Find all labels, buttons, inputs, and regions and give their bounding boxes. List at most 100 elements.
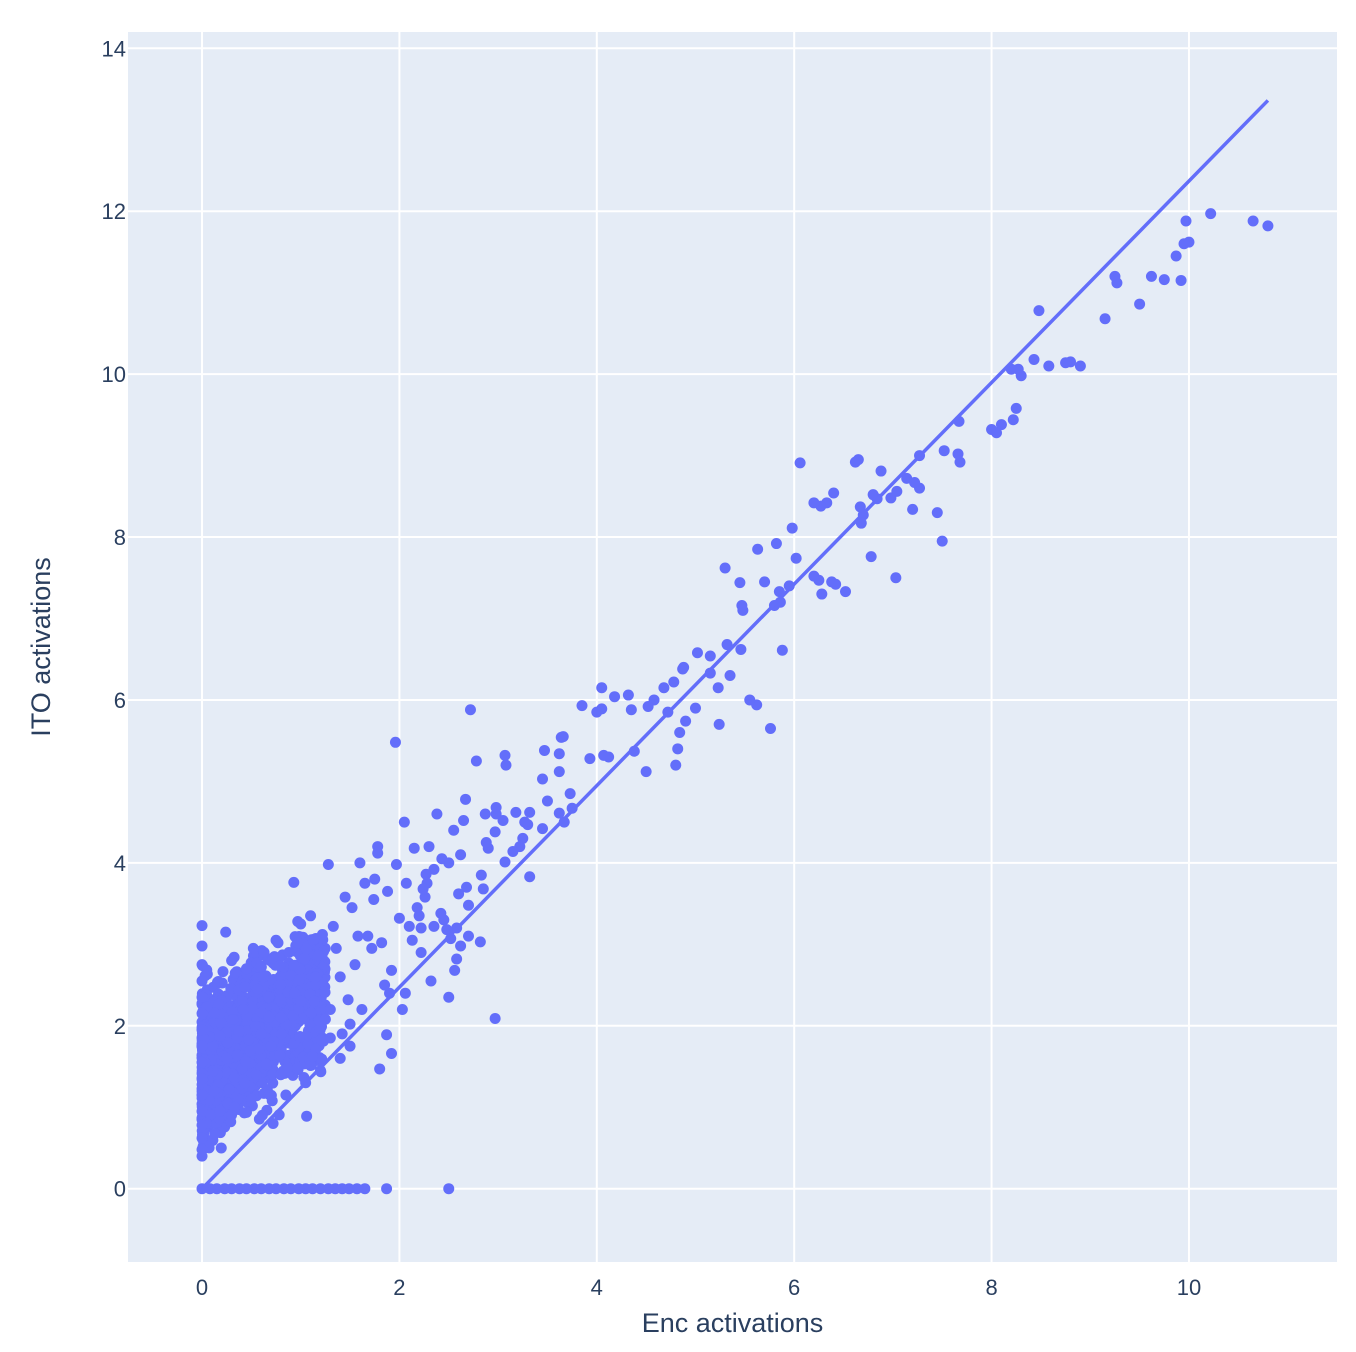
data-point (244, 1045, 256, 1057)
data-point (275, 1012, 287, 1024)
data-point (1010, 402, 1022, 414)
data-markers (196, 208, 1274, 1195)
data-point (253, 1043, 265, 1055)
data-point (500, 759, 512, 771)
data-point (642, 700, 654, 712)
data-point (455, 940, 467, 952)
data-point (719, 562, 731, 574)
data-point (952, 448, 964, 460)
data-point (220, 926, 232, 938)
data-point (208, 1007, 220, 1019)
data-point (609, 691, 621, 703)
data-point (499, 856, 511, 868)
data-point (295, 995, 307, 1007)
data-point (252, 983, 264, 995)
data-point (677, 663, 689, 675)
data-point (393, 912, 405, 924)
data-point (449, 964, 461, 976)
data-point (524, 871, 536, 883)
data-point (640, 766, 652, 778)
data-point (576, 700, 588, 712)
data-point (275, 994, 287, 1006)
data-point (423, 841, 435, 853)
data-point (344, 1040, 356, 1052)
data-point (408, 842, 420, 854)
data-point (764, 722, 776, 734)
data-point (1262, 220, 1274, 232)
data-point (305, 910, 317, 922)
data-point (735, 643, 747, 655)
data-point (1074, 360, 1086, 372)
data-point (443, 991, 455, 1003)
data-point (196, 940, 208, 952)
data-point (479, 808, 491, 820)
data-point (1158, 274, 1170, 286)
data-point (222, 1037, 234, 1049)
data-point (346, 902, 358, 914)
data-point (875, 465, 887, 477)
data-point (1205, 208, 1217, 220)
data-point (691, 647, 703, 659)
data-point (334, 971, 346, 983)
data-point (854, 501, 866, 513)
data-point (267, 952, 279, 964)
data-point (330, 942, 342, 954)
data-point (324, 1032, 336, 1044)
data-point (319, 1013, 331, 1025)
data-point (215, 1016, 227, 1028)
data-point (403, 920, 415, 932)
data-point (310, 979, 322, 991)
data-point (938, 445, 950, 457)
data-point (196, 1073, 208, 1085)
data-point (270, 934, 282, 946)
data-point (736, 599, 748, 611)
data-point (291, 1062, 303, 1074)
data-point (240, 963, 252, 975)
data-point (225, 983, 237, 995)
data-point (227, 1014, 239, 1026)
data-point (1247, 215, 1259, 227)
data-point (300, 943, 312, 955)
data-point (196, 975, 208, 987)
data-point (372, 847, 384, 859)
data-point (598, 749, 610, 761)
data-point (359, 1183, 371, 1195)
data-point (292, 916, 304, 928)
data-point (245, 1093, 257, 1105)
data-point (381, 1183, 393, 1195)
data-point (247, 942, 259, 954)
data-point (596, 682, 608, 694)
y-tick-label: 14 (102, 36, 126, 61)
data-point (389, 736, 401, 748)
data-point (217, 966, 229, 978)
data-point (239, 1055, 251, 1067)
data-point (462, 930, 474, 942)
data-point (489, 1012, 501, 1024)
data-point (196, 1089, 208, 1101)
data-point (759, 576, 771, 588)
data-point (304, 1019, 316, 1031)
data-point (390, 858, 402, 870)
data-point (207, 1040, 219, 1052)
data-point (458, 815, 470, 827)
data-point (362, 930, 374, 942)
data-point (477, 883, 489, 895)
data-point (196, 1105, 208, 1117)
data-point (381, 1029, 393, 1041)
data-point (1145, 270, 1157, 282)
data-point (265, 1040, 277, 1052)
data-point (208, 1085, 220, 1097)
data-point (239, 981, 251, 993)
data-point (196, 1008, 208, 1020)
data-point (474, 936, 486, 948)
data-point (234, 1183, 246, 1195)
y-axis-title: ITO activations (26, 557, 56, 737)
data-point (865, 551, 877, 563)
data-point (507, 845, 519, 857)
data-point (931, 507, 943, 519)
data-point (275, 1069, 287, 1081)
data-point (537, 823, 549, 835)
data-point (322, 1183, 334, 1195)
data-point (263, 991, 275, 1003)
